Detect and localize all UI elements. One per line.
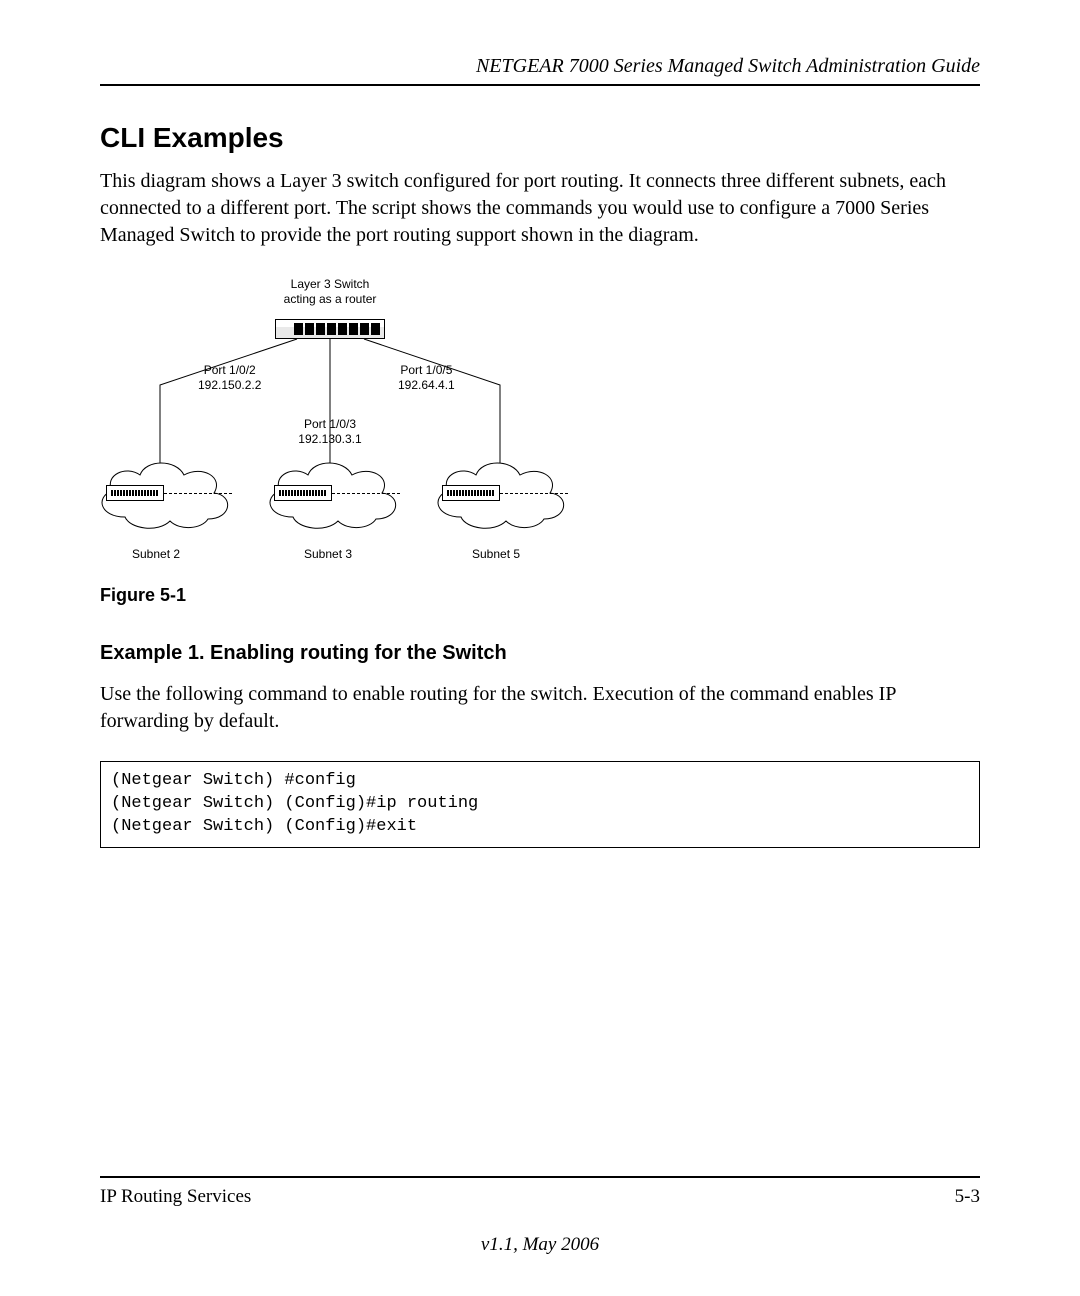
figure: Layer 3 Switch acting as a router xyxy=(100,277,560,606)
page-header: NETGEAR 7000 Series Managed Switch Admin… xyxy=(100,55,980,86)
port-label-3: Port 1/0/5 192.64.4.1 xyxy=(398,363,455,393)
subnet-label-2: Subnet 3 xyxy=(304,547,352,562)
subnet-label-1: Subnet 2 xyxy=(132,547,180,562)
footer-version: v1.1, May 2006 xyxy=(100,1234,980,1256)
subnet-switch-icon xyxy=(274,485,332,501)
subnet-cloud-2 xyxy=(258,447,408,537)
subnet-switch-icon xyxy=(442,485,500,501)
section-heading: CLI Examples xyxy=(100,122,980,154)
figure-caption: Figure 5-1 xyxy=(100,585,560,606)
subnet-cloud-3 xyxy=(426,447,576,537)
example-heading: Example 1. Enabling routing for the Swit… xyxy=(100,642,980,665)
code-block: (Netgear Switch) #config (Netgear Switch… xyxy=(100,761,980,848)
network-diagram: Layer 3 Switch acting as a router xyxy=(100,277,560,567)
port-ip-3: 192.64.4.1 xyxy=(398,378,455,392)
port-name-2: Port 1/0/3 xyxy=(304,417,356,431)
header-title: NETGEAR 7000 Series Managed Switch Admin… xyxy=(476,55,980,77)
subnet-switch-icon xyxy=(106,485,164,501)
page: NETGEAR 7000 Series Managed Switch Admin… xyxy=(0,0,1080,1296)
footer-page-number: 5-3 xyxy=(955,1186,980,1208)
port-label-1: Port 1/0/2 192.150.2.2 xyxy=(198,363,261,393)
page-footer: IP Routing Services 5-3 v1.1, May 2006 xyxy=(100,1176,980,1256)
subnet-label-3: Subnet 5 xyxy=(472,547,520,562)
port-name-1: Port 1/0/2 xyxy=(204,363,256,377)
footer-left: IP Routing Services xyxy=(100,1186,251,1208)
example-paragraph: Use the following command to enable rout… xyxy=(100,681,980,735)
subnet-cloud-1 xyxy=(90,447,240,537)
port-label-2: Port 1/0/3 192.130.3.1 xyxy=(275,417,385,447)
port-ip-1: 192.150.2.2 xyxy=(198,378,261,392)
port-name-3: Port 1/0/5 xyxy=(400,363,452,377)
intro-paragraph: This diagram shows a Layer 3 switch conf… xyxy=(100,168,980,249)
port-ip-2: 192.130.3.1 xyxy=(298,432,361,446)
